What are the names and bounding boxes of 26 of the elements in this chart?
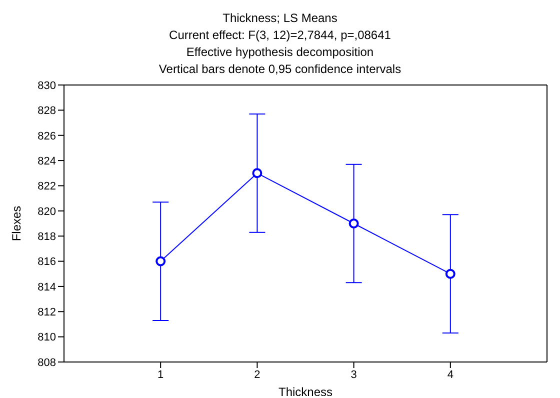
point — [156, 256, 166, 266]
text: Vertical bars denote 0,95 confidence intervals — [158, 61, 402, 78]
x-axis-title: Thickness — [278, 385, 333, 398]
x-tick-label: 3 — [350, 368, 357, 381]
x-tick-label: 4 — [447, 368, 454, 381]
text: Effective hypothesis decomposition — [185, 44, 375, 61]
point — [252, 168, 262, 178]
y-tick-label: 826 — [38, 130, 56, 142]
y-tick-label: 810 — [38, 332, 56, 344]
point — [348, 218, 359, 228]
y-tick-label: 822 — [38, 180, 56, 193]
y-tick-label: 824 — [38, 155, 56, 168]
y-tick-label: 820 — [38, 206, 56, 218]
point — [445, 268, 456, 279]
y-tick-label: 818 — [38, 230, 56, 243]
y-tick-label: 816 — [38, 256, 56, 268]
y-tick-label: 828 — [38, 105, 56, 118]
x-tick-label: 2 — [254, 368, 260, 381]
x-tick-label: 1 — [158, 368, 164, 381]
chart-title: Thickness; LS Means — [222, 10, 338, 27]
y-axis-title: Flexes — [9, 206, 24, 242]
y-tick-label: 830 — [38, 80, 56, 92]
y-tick-label: 814 — [38, 281, 56, 294]
y-tick-label: 812 — [38, 306, 56, 319]
y-tick-label: 808 — [38, 356, 56, 369]
chart-subtitle: Current effect: F(3, 12)=2,7844, p=,08641 — [168, 27, 392, 44]
